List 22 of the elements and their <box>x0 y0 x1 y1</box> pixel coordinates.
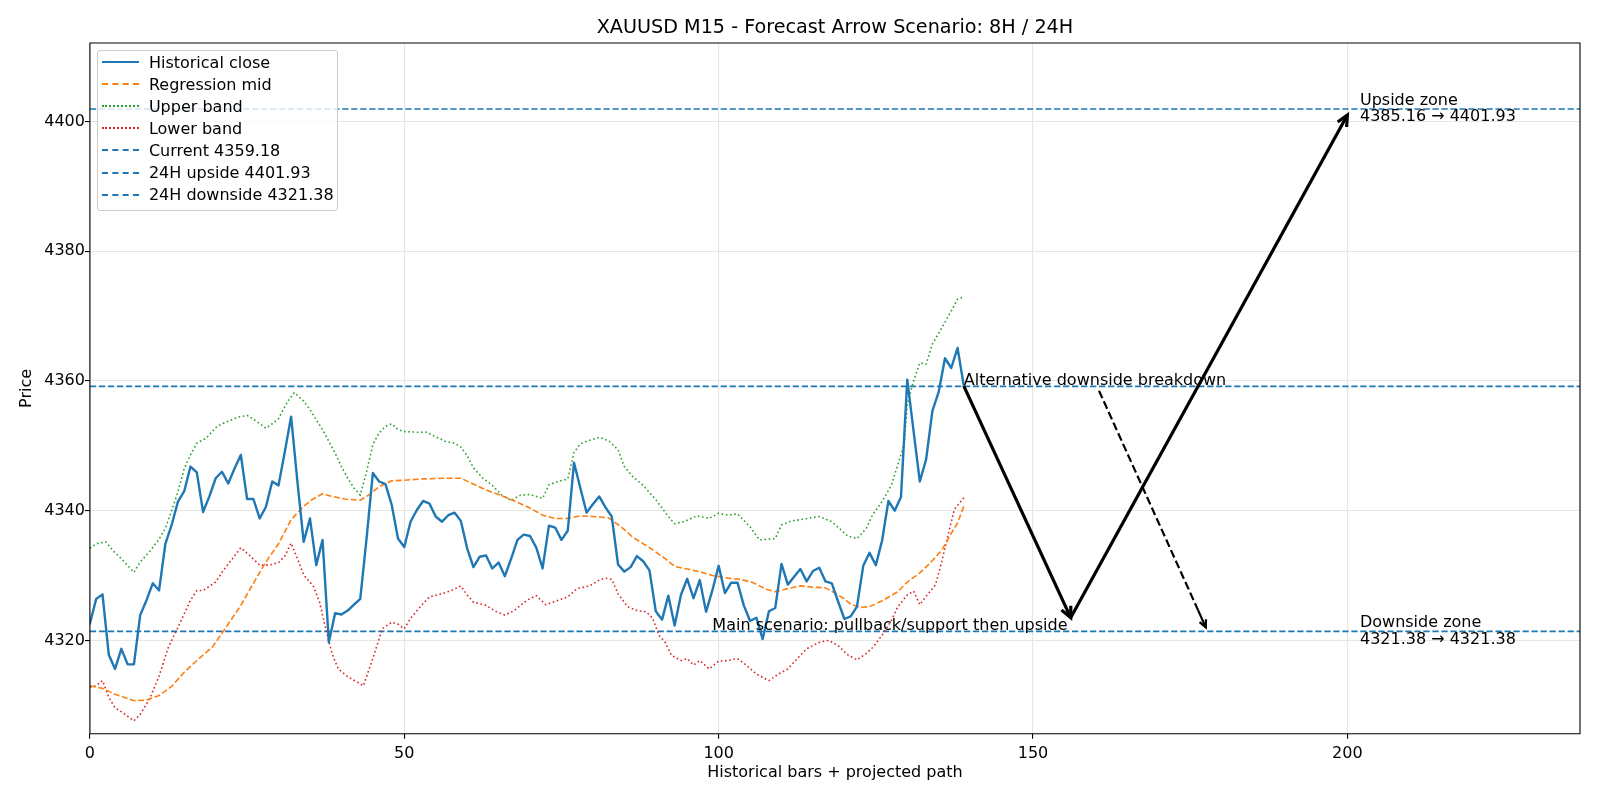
legend-label: Historical close <box>148 52 271 72</box>
x-tick-label: 100 <box>703 742 734 762</box>
y-tick-label: 4360 <box>44 370 85 390</box>
annotation: Upside zone 4385.16 → 4401.93 <box>1359 90 1516 126</box>
legend-label: Lower band <box>148 118 243 138</box>
x-tick-label: 150 <box>1017 742 1049 762</box>
legend-label: Current 4359.18 <box>148 140 281 160</box>
y-tick-label: 4320 <box>44 629 85 649</box>
x-axis-title: Historical bars + projected path <box>707 762 963 782</box>
annotation: Downside zone 4321.38 → 4321.38 <box>1359 612 1516 648</box>
x-tick-label: 200 <box>1332 742 1363 762</box>
legend-label: 24H downside 4321.38 <box>148 185 334 205</box>
chart-title: XAUUSD M15 - Forecast Arrow Scenario: 8H / 24H <box>596 14 1074 38</box>
y-tick-label: 4380 <box>44 240 85 260</box>
x-tick-label: 0 <box>84 742 96 762</box>
y-tick-label: 4400 <box>44 110 85 130</box>
legend-label: Regression mid <box>148 74 272 94</box>
y-tick-label: 4340 <box>44 499 85 519</box>
legend-label: 24H upside 4401.93 <box>148 163 311 183</box>
legend-label: Upper band <box>148 96 243 116</box>
x-tick-label: 50 <box>394 742 415 762</box>
y-axis-title: Price <box>15 368 35 408</box>
